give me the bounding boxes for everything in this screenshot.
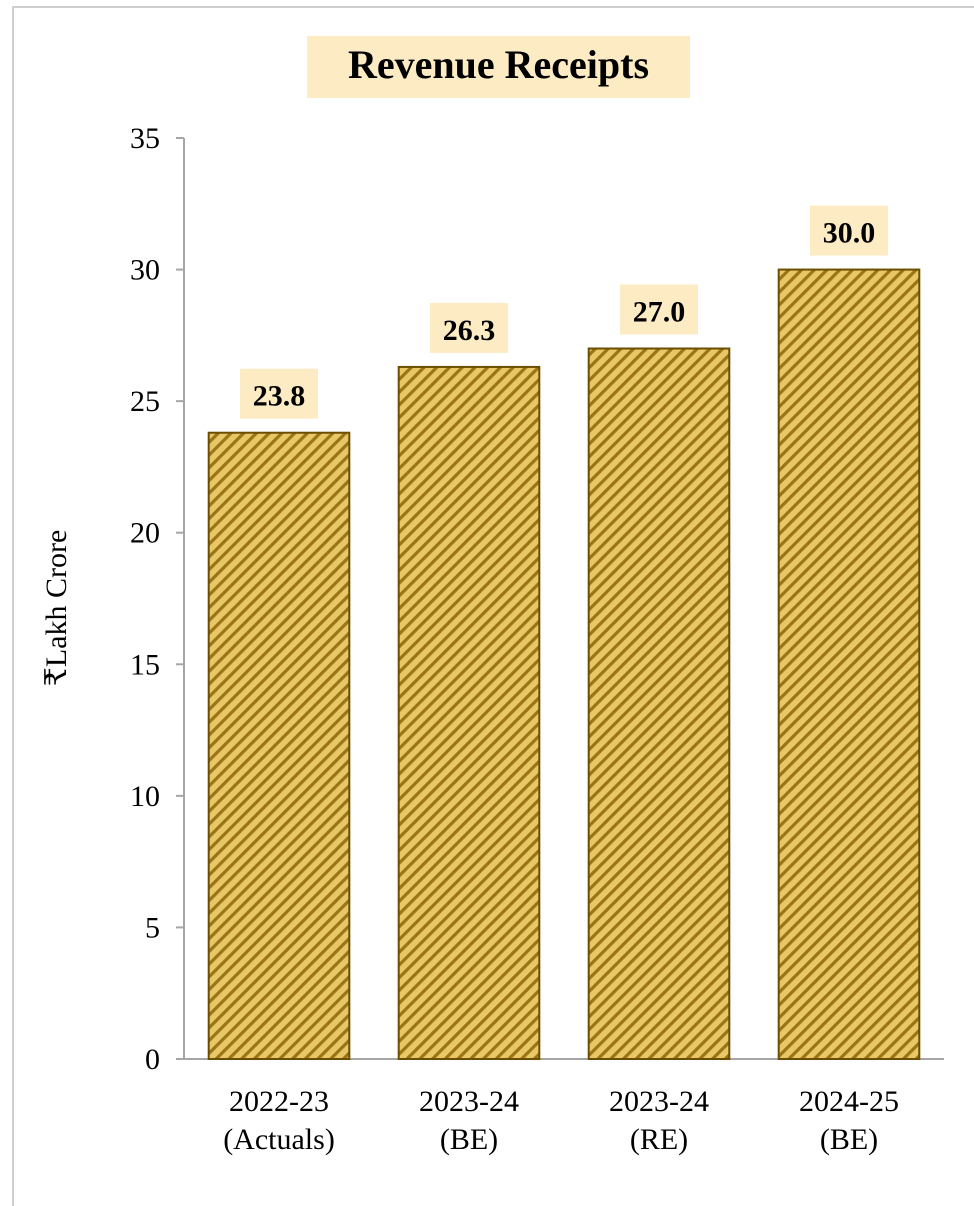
data-label-background [430, 302, 508, 353]
y-tick-label: 20 [130, 517, 160, 550]
bars: 23.8 26.3 27.0 30.0 [207, 205, 921, 1061]
bar [587, 347, 731, 1060]
x-tick-label: 2022-23 [229, 1085, 329, 1118]
revenue-receipts-bar-chart: Revenue Receipts ₹Lakh Crore 0 5 10 15 20 25 3… [40, 36, 944, 1156]
x-tick-label: 2024-25 [799, 1085, 899, 1118]
x-tick-label: (Actuals) [223, 1123, 335, 1156]
y-tick-label: 35 [130, 122, 160, 155]
x-tick-label: 2023-24 [609, 1085, 709, 1118]
chart-title: Revenue Receipts [348, 42, 649, 87]
y-axis-label: ₹Lakh Crore [40, 530, 73, 687]
bar [777, 268, 921, 1061]
y-tick-label: 15 [130, 648, 160, 681]
data-label-background [620, 284, 698, 335]
data-label-background [810, 205, 888, 256]
y-tick-label: 0 [145, 1043, 160, 1076]
x-axis-ticks: 2022-23 (Actuals) 2023-24 (BE) 2023-24 (RE) 20… [223, 1085, 899, 1156]
chart-title-background [307, 36, 690, 98]
y-tick-label: 30 [130, 254, 160, 287]
x-tick-label: (RE) [630, 1123, 688, 1156]
x-tick-label: 2023-24 [419, 1085, 519, 1118]
chart-frame [12, 6, 974, 1206]
data-label: 26.3 [443, 314, 496, 347]
data-label: 30.0 [823, 217, 876, 250]
data-label-background [240, 368, 318, 419]
y-axis-ticks: 0 5 10 15 20 25 30 35 [130, 122, 184, 1076]
bar [207, 431, 351, 1061]
data-label: 23.8 [253, 380, 306, 413]
x-tick-label: (BE) [820, 1123, 878, 1156]
y-tick-label: 25 [130, 385, 160, 418]
y-tick-label: 10 [130, 780, 160, 813]
bar [397, 365, 541, 1061]
data-label: 27.0 [633, 296, 686, 329]
x-tick-label: (BE) [440, 1123, 498, 1156]
y-tick-label: 5 [145, 911, 160, 944]
